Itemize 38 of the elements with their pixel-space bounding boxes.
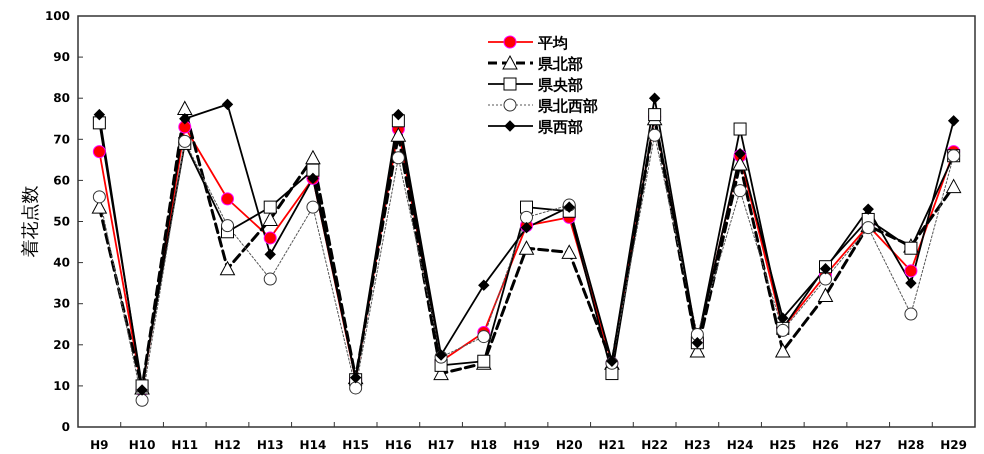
y-tick-label: 70	[53, 132, 70, 146]
x-tick-label: H13	[256, 438, 284, 452]
x-tick-label: H26	[812, 438, 839, 452]
x-tick-label: H17	[428, 438, 454, 452]
y-tick-label: 20	[53, 338, 70, 352]
y-tick-label: 100	[44, 9, 70, 23]
x-tick-label: H18	[470, 438, 498, 452]
x-tick-label: H12	[214, 438, 241, 452]
x-tick-label: H23	[684, 438, 711, 452]
x-tick-label: H20	[556, 438, 583, 452]
x-tick-label: H11	[171, 438, 198, 452]
y-tick-label: 30	[53, 296, 70, 311]
y-tick-label: 60	[53, 173, 70, 188]
x-tick-label: H28	[898, 438, 924, 452]
x-tick-label: H21	[598, 438, 626, 452]
legend-label: 平均	[537, 34, 568, 52]
x-tick-label: H29	[940, 438, 968, 452]
legend-label: 県北部	[537, 55, 583, 73]
y-tick-label: 10	[53, 378, 70, 393]
x-tick-label: H10	[128, 438, 156, 452]
legend-label: 県央部	[537, 76, 583, 94]
y-tick-label: 80	[53, 91, 70, 106]
x-tick-label: H24	[726, 438, 754, 452]
y-tick-label: 0	[62, 420, 70, 434]
x-tick-label: H9	[90, 438, 109, 452]
x-tick-label: H25	[769, 438, 796, 452]
x-tick-label: H15	[342, 438, 370, 452]
legend-label: 県西部	[537, 118, 583, 136]
legend-label: 県北西部	[537, 97, 598, 115]
x-tick-label: H22	[641, 438, 668, 452]
y-tick-label: 40	[53, 256, 70, 270]
y-tick-label: 90	[53, 50, 70, 64]
x-tick-label: H16	[384, 438, 412, 452]
x-tick-label: H14	[300, 438, 326, 452]
y-tick-label: 50	[53, 214, 70, 228]
x-tick-label: H27	[854, 438, 882, 452]
y-axis-title: 着花点数	[20, 186, 41, 258]
x-tick-label: H19	[513, 438, 540, 452]
